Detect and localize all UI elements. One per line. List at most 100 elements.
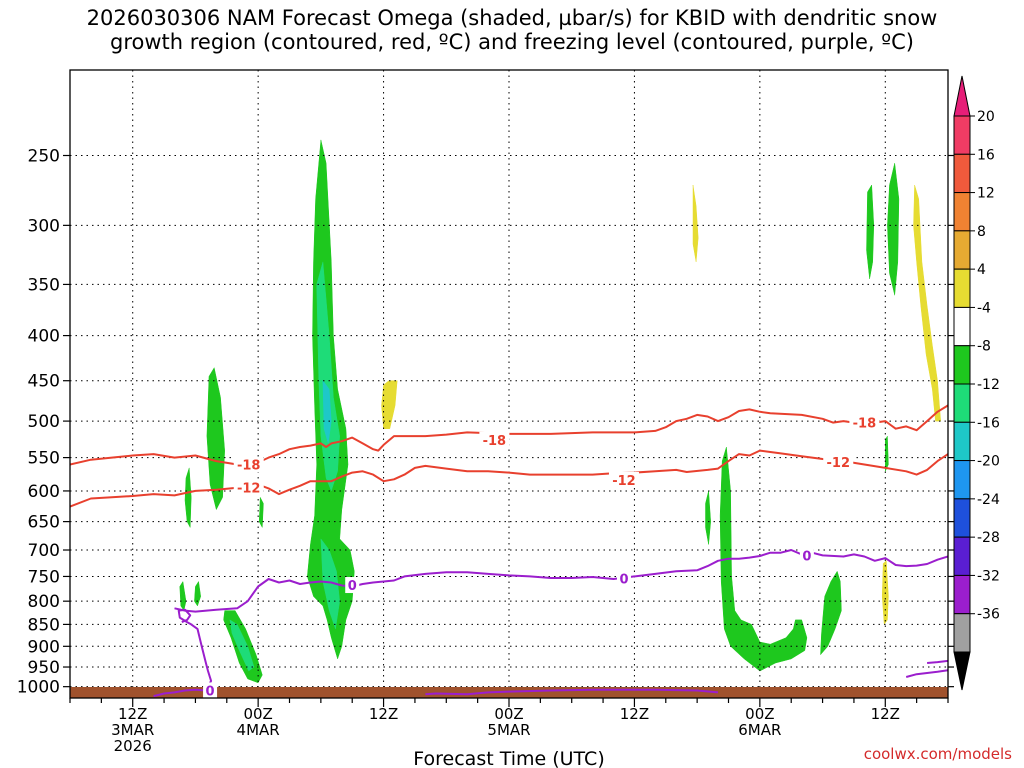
y-tick-label: 700 — [28, 541, 60, 561]
x-tick-label: 3MAR — [111, 721, 154, 739]
y-axis: 2503003504004505005506006507007508008509… — [17, 146, 954, 698]
colorbar-label: -12 — [977, 377, 1000, 393]
colorbar-swatch — [953, 574, 971, 615]
colorbar-swatch — [953, 613, 971, 653]
colorbar-label: 12 — [977, 186, 995, 202]
colorbar-label: 8 — [977, 224, 986, 240]
contour-line — [174, 549, 948, 613]
y-tick-label: 400 — [28, 327, 60, 347]
contour-label-bg — [345, 577, 360, 594]
colorbar-swatch — [953, 306, 971, 347]
colorbar-bottom-arrow — [953, 651, 971, 691]
y-tick-label: 300 — [28, 216, 60, 236]
colorbar-legend: 20 16 12 8 4 -4 -8 -12 -16 -20 -24 -28 -32 -36 — [953, 75, 1000, 691]
colorbar-label: -16 — [977, 415, 1000, 431]
colorbar-swatch — [953, 498, 971, 538]
contour-label: 0 — [802, 549, 811, 564]
contour-line — [153, 608, 213, 698]
contour-label-bg — [799, 547, 814, 564]
colorbar-top-arrow — [953, 75, 971, 117]
contour-lines — [70, 404, 948, 698]
y-tick-label: 250 — [28, 146, 60, 166]
y-tick-label: 850 — [28, 615, 60, 635]
colorbar-swatch — [953, 115, 971, 155]
omega-region — [316, 261, 340, 492]
omega-region — [229, 619, 255, 672]
colorbar-label: 16 — [977, 147, 995, 163]
omega-region — [179, 580, 187, 612]
omega-region — [320, 538, 340, 629]
colorbar-swatch — [953, 230, 971, 270]
contour-label: -12 — [827, 456, 851, 471]
y-tick-label: 1000 — [17, 678, 60, 698]
colorbar-swatch — [953, 153, 971, 194]
y-tick-label: 950 — [28, 658, 60, 678]
contour-label: 0 — [206, 684, 215, 699]
colorbar-swatch — [953, 192, 971, 232]
x-tick-label: 5MAR — [487, 721, 530, 739]
x-tick-label: 12Z — [620, 705, 649, 723]
omega-region — [194, 580, 201, 607]
contour-line — [905, 669, 948, 678]
omega-region — [692, 184, 699, 262]
colorbar-swatch — [953, 345, 971, 385]
y-tick-label: 350 — [28, 275, 60, 295]
colorbar-label: -28 — [977, 530, 1000, 546]
contour-label: 0 — [348, 579, 357, 594]
omega-region — [258, 496, 264, 529]
colorbar-swatch — [953, 421, 971, 462]
colorbar-label: 20 — [977, 109, 995, 125]
contour-label: 0 — [619, 572, 628, 587]
contour-line — [70, 449, 948, 508]
x-tick-label: 00Z — [243, 705, 272, 723]
chart-title: 2026030306 NAM Forecast Omega (shaded, µ… — [0, 6, 1024, 54]
contour-labels: -18 -18 -18 -12 -12 -12 0 0 0 0 — [203, 414, 880, 699]
colorbar-swatch — [953, 460, 971, 500]
y-tick-label: 900 — [28, 637, 60, 657]
colorbar-label: -32 — [977, 568, 1000, 584]
contour-label: -12 — [612, 474, 636, 489]
contour-label-bg — [233, 456, 264, 473]
x-tick-label: 4MAR — [237, 721, 280, 739]
contour-label: -12 — [237, 482, 261, 497]
contour-label: -18 — [483, 434, 507, 449]
contour-label-bg — [479, 431, 510, 448]
omega-region — [184, 467, 192, 529]
contour-label-bg — [608, 471, 639, 488]
colorbar-label: -24 — [977, 492, 1000, 508]
contour-label: -18 — [853, 417, 877, 432]
y-tick-label: 550 — [28, 449, 60, 469]
x-tick-label: 00Z — [745, 705, 774, 723]
contour-label-bg — [616, 570, 631, 587]
colorbar-swatch — [953, 536, 971, 576]
omega-region — [705, 490, 711, 545]
x-tick-label: 00Z — [494, 705, 523, 723]
contour-line — [425, 688, 719, 696]
omega-region — [866, 184, 875, 279]
contour-label-bg — [233, 479, 264, 496]
contour-label: -18 — [237, 459, 261, 474]
x-tick-label: 12Z — [118, 705, 147, 723]
omega-region — [820, 570, 842, 656]
x-axis-label: Forecast Time (UTC) — [413, 748, 604, 768]
colorbar-label: 4 — [977, 262, 986, 278]
y-tick-label: 650 — [28, 513, 60, 533]
contour-label-bg — [203, 682, 218, 699]
title-line-2: growth region (contoured, red, ºC) and f… — [110, 30, 914, 54]
x-tick-label: 2026 — [114, 737, 152, 755]
omega-region — [719, 446, 808, 672]
colorbar-label: -8 — [977, 339, 991, 355]
y-tick-label: 800 — [28, 592, 60, 612]
y-tick-label: 600 — [28, 482, 60, 502]
colorbar-label: -36 — [977, 607, 1000, 623]
credit-text: coolwx.com/models — [863, 745, 1012, 763]
omega-shaded-regions — [179, 139, 941, 684]
grid-lines — [70, 70, 948, 698]
y-tick-label: 450 — [28, 372, 60, 392]
x-tick-label: 12Z — [871, 705, 900, 723]
colorbar-swatch — [953, 268, 971, 308]
y-tick-label: 500 — [28, 412, 60, 432]
title-line-1: 2026030306 NAM Forecast Omega (shaded, µ… — [86, 6, 938, 30]
